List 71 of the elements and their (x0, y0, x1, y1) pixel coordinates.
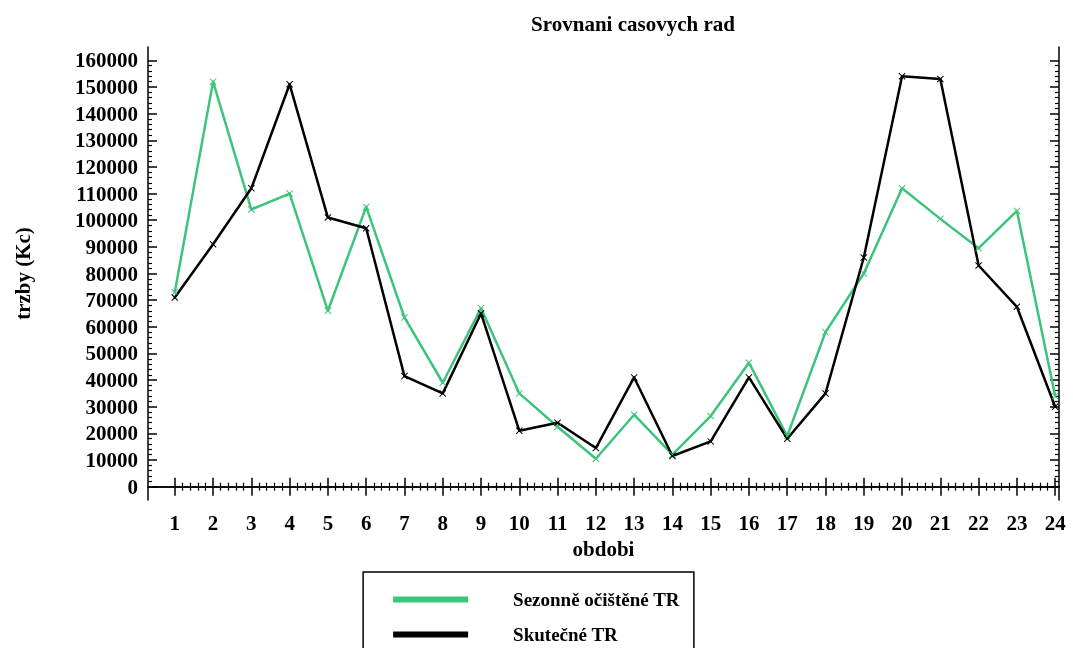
x-tick-label: 11 (547, 510, 568, 535)
legend-label: Sezonně očištěné TR (513, 589, 680, 610)
point (515, 427, 523, 435)
x-tick-label: 3 (246, 510, 257, 535)
point (477, 309, 485, 317)
x-tick-label: 7 (399, 510, 410, 535)
x-tick-label: 22 (968, 510, 990, 535)
x-tick-label: 23 (1006, 510, 1028, 535)
point (247, 184, 255, 192)
x-tick-label: 8 (437, 510, 448, 535)
point (286, 80, 294, 88)
point (171, 288, 179, 296)
point (592, 455, 600, 463)
y-axis-title: trzby (Kc) (10, 227, 35, 320)
point (515, 389, 523, 397)
point (324, 214, 332, 222)
point (324, 307, 332, 315)
point (707, 437, 715, 445)
point (362, 224, 370, 232)
y-tick-label: 0 (127, 474, 138, 499)
x-tick-label: 14 (661, 510, 684, 535)
y-tick-label: 20000 (85, 421, 138, 446)
point (975, 244, 983, 252)
x-tick-label: 21 (929, 510, 951, 535)
point (209, 78, 217, 86)
point (936, 75, 944, 83)
x-tick-label: 4 (284, 510, 296, 535)
point (400, 372, 408, 380)
x-tick-label: 9 (475, 510, 487, 535)
y-tick-label: 50000 (85, 341, 138, 366)
point (439, 389, 447, 397)
y-tick-label: 70000 (85, 288, 138, 313)
y-tick-label: 100000 (75, 208, 138, 233)
y-tick-label: 90000 (85, 234, 138, 259)
y-tick-label: 60000 (85, 314, 138, 339)
point (630, 373, 638, 381)
point (936, 215, 944, 223)
point (707, 412, 715, 420)
y-tick-label: 160000 (75, 48, 138, 73)
point (822, 328, 830, 336)
y-tick-label: 130000 (75, 128, 138, 153)
y-tick-label: 150000 (75, 74, 138, 99)
x-tick-label: 15 (700, 510, 722, 535)
x-tick-label: 2 (207, 510, 219, 535)
point (439, 379, 447, 387)
x-tick-label: 13 (623, 510, 645, 535)
y-tick-label: 10000 (85, 448, 138, 473)
x-tick-label: 6 (360, 510, 372, 535)
y-tick-label: 40000 (85, 368, 138, 393)
y-tick-label: 30000 (85, 394, 138, 419)
x-tick-label: 16 (738, 510, 760, 535)
x-tick-label: 20 (891, 510, 913, 535)
y-tick-label: 120000 (75, 154, 138, 179)
x-tick-label: 18 (815, 510, 837, 535)
point (1013, 303, 1021, 311)
x-tick-label: 10 (508, 510, 530, 535)
point (362, 203, 370, 211)
legend-label: Skutečné TR (513, 624, 619, 645)
y-tick-label: 140000 (75, 101, 138, 126)
y-tick-label: 110000 (76, 181, 138, 206)
point (898, 72, 906, 80)
x-tick-label: 17 (776, 510, 798, 535)
x-axis-title: obdobi (572, 536, 635, 561)
point (745, 373, 753, 381)
x-tick-label: 19 (853, 510, 875, 535)
x-tick-label: 5 (322, 510, 334, 535)
x-tick-label: 1 (169, 510, 181, 535)
x-tick-label: 12 (585, 510, 607, 535)
chart-title: Srovnani casovych rad (531, 11, 736, 36)
x-tick-label: 24 (1044, 510, 1067, 535)
y-tick-label: 80000 (85, 261, 138, 286)
